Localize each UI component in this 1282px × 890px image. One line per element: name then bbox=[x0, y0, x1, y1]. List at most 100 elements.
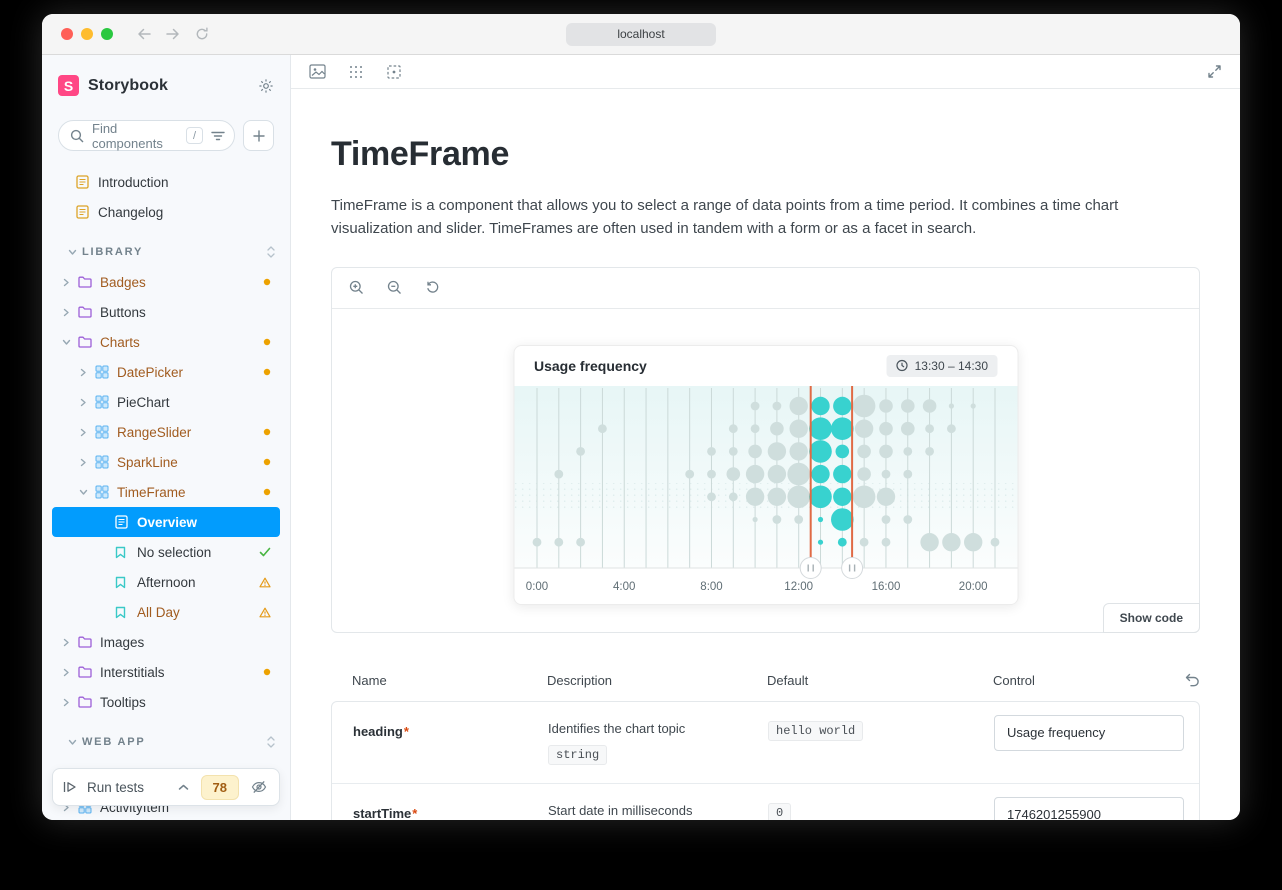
reset-controls-icon[interactable] bbox=[1185, 673, 1200, 687]
sidebar-section-library[interactable]: LIBRARY bbox=[52, 237, 280, 267]
arg-name: startTime* bbox=[353, 805, 418, 821]
arg-control-input[interactable] bbox=[994, 796, 1184, 820]
component-icon bbox=[95, 425, 110, 439]
svg-text:12:00: 12:00 bbox=[784, 581, 813, 593]
reload-icon[interactable] bbox=[195, 27, 209, 41]
selected-range-text: 13:30 – 14:30 bbox=[914, 358, 988, 373]
run-tests-icon bbox=[63, 781, 77, 793]
sidebar-item-datepicker[interactable]: DatePicker bbox=[52, 357, 280, 387]
changed-dot bbox=[263, 368, 271, 376]
zoom-out-icon[interactable] bbox=[385, 278, 404, 297]
timeframe-chart[interactable]: 0:00 4:00 8:00 12:00 16:00 20:00 bbox=[514, 385, 1017, 604]
changed-dot bbox=[263, 428, 271, 436]
page-description: TimeFrame is a component that allows you… bbox=[331, 197, 1119, 238]
measure-outline-icon[interactable] bbox=[384, 62, 404, 82]
test-count-badge[interactable]: 78 bbox=[200, 774, 239, 800]
folder-icon bbox=[78, 636, 93, 648]
sidebar-item-label: Badges bbox=[100, 274, 146, 290]
range-slider-left-handle[interactable] bbox=[799, 556, 822, 579]
background-image-icon[interactable] bbox=[307, 62, 328, 81]
sidebar-section-web-app[interactable]: WEB APP bbox=[52, 727, 280, 757]
zoom-reset-icon[interactable] bbox=[423, 278, 443, 297]
timeframe-card: Usage frequency 13:30 – 14:30 0:00 4:00 8:… bbox=[513, 344, 1018, 605]
brand-title: Storybook bbox=[88, 76, 169, 94]
sidebar-item-no-selection[interactable]: No selection bbox=[52, 537, 280, 567]
expand-collapse-all-icon[interactable] bbox=[266, 245, 276, 259]
sidebar-item-label: Afternoon bbox=[137, 574, 196, 590]
zoom-button[interactable] bbox=[101, 28, 113, 40]
run-tests-label: Run tests bbox=[87, 779, 145, 795]
component-icon bbox=[95, 485, 110, 499]
column-header-description: Description bbox=[547, 672, 613, 688]
test-warning-icon bbox=[259, 577, 271, 588]
gear-icon[interactable] bbox=[258, 78, 274, 94]
sidebar-item-all-day[interactable]: All Day bbox=[52, 597, 280, 627]
arg-control-input[interactable] bbox=[994, 714, 1184, 751]
storybook-logo: S bbox=[58, 75, 79, 96]
minimize-button[interactable] bbox=[81, 28, 93, 40]
sidebar-item-charts[interactable]: Charts bbox=[52, 327, 280, 357]
document-icon bbox=[76, 205, 91, 219]
test-warning-icon bbox=[259, 607, 271, 618]
column-header-default: Default bbox=[767, 672, 809, 688]
forward-button[interactable] bbox=[166, 28, 180, 40]
sidebar-item-introduction[interactable]: Introduction bbox=[52, 167, 280, 197]
sidebar-item-label: Interstitials bbox=[100, 664, 165, 680]
test-pass-check-icon bbox=[259, 547, 271, 557]
create-story-button[interactable] bbox=[243, 120, 274, 151]
svg-text:16:00: 16:00 bbox=[871, 581, 900, 593]
sidebar: S Storybook Find components / bbox=[42, 55, 291, 820]
sidebar-item-label: DatePicker bbox=[117, 364, 184, 380]
fullscreen-icon[interactable] bbox=[1205, 62, 1224, 81]
svg-text:20:00: 20:00 bbox=[958, 581, 987, 593]
sidebar-item-tooltips[interactable]: Tooltips bbox=[52, 687, 280, 717]
docs-page: TimeFrame TimeFrame is a component that … bbox=[291, 89, 1240, 820]
sidebar-item-timeframe[interactable]: TimeFrame bbox=[52, 477, 280, 507]
sidebar-item-label: All Day bbox=[137, 604, 180, 620]
sidebar-item-rangeslider[interactable]: RangeSlider bbox=[52, 417, 280, 447]
chevron-right-icon bbox=[62, 698, 78, 707]
sidebar-item-images[interactable]: Images bbox=[52, 627, 280, 657]
sidebar-item-label: Introduction bbox=[98, 174, 169, 190]
folder-icon bbox=[78, 666, 93, 678]
sidebar-item-afternoon[interactable]: Afternoon bbox=[52, 567, 280, 597]
args-table-header: Name Description Default Control bbox=[331, 673, 1200, 688]
document-icon bbox=[76, 175, 91, 189]
sidebar-item-buttons[interactable]: Buttons bbox=[52, 297, 280, 327]
sidebar-item-changelog[interactable]: Changelog bbox=[52, 197, 280, 227]
sidebar-item-badges[interactable]: Badges bbox=[52, 267, 280, 297]
traffic-lights bbox=[42, 28, 113, 40]
watch-mode-icon[interactable] bbox=[249, 778, 269, 796]
close-button[interactable] bbox=[61, 28, 73, 40]
changed-dot bbox=[263, 278, 271, 286]
zoom-in-icon[interactable] bbox=[347, 278, 366, 297]
chevron-right-icon bbox=[79, 398, 95, 407]
folder-icon bbox=[78, 696, 93, 708]
changed-dot bbox=[263, 338, 271, 346]
back-button[interactable] bbox=[137, 28, 151, 40]
range-slider-right-handle[interactable] bbox=[840, 556, 863, 579]
arg-default-badge: hello world bbox=[768, 720, 864, 741]
document-icon bbox=[115, 515, 130, 529]
chevron-up-icon[interactable] bbox=[176, 782, 191, 793]
expand-collapse-all-icon[interactable] bbox=[266, 735, 276, 749]
component-icon bbox=[95, 455, 110, 469]
sidebar-item-sparkline[interactable]: SparkLine bbox=[52, 447, 280, 477]
url-bar[interactable]: localhost bbox=[566, 22, 716, 46]
changed-dot bbox=[263, 668, 271, 676]
preview-toolbar bbox=[332, 268, 1199, 309]
sidebar-item-overview[interactable]: Overview bbox=[52, 507, 280, 537]
sidebar-item-piechart[interactable]: PieChart bbox=[52, 387, 280, 417]
chevron-right-icon bbox=[62, 308, 78, 317]
shortcut-key-badge: / bbox=[186, 127, 203, 144]
search-input[interactable]: Find components / bbox=[58, 120, 235, 151]
sidebar-item-label: No selection bbox=[137, 544, 212, 560]
clock-icon bbox=[896, 359, 909, 372]
sidebar-item-interstitials[interactable]: Interstitials bbox=[52, 657, 280, 687]
arg-default-badge: 0 bbox=[768, 802, 792, 820]
run-tests-bar[interactable]: Run tests 78 bbox=[52, 768, 280, 806]
show-code-button[interactable]: Show code bbox=[1102, 602, 1200, 633]
preview-canvas: Usage frequency 13:30 – 14:30 0:00 4:00 8:… bbox=[332, 309, 1199, 632]
grid-icon[interactable] bbox=[346, 62, 366, 82]
filter-icon[interactable] bbox=[211, 130, 225, 142]
